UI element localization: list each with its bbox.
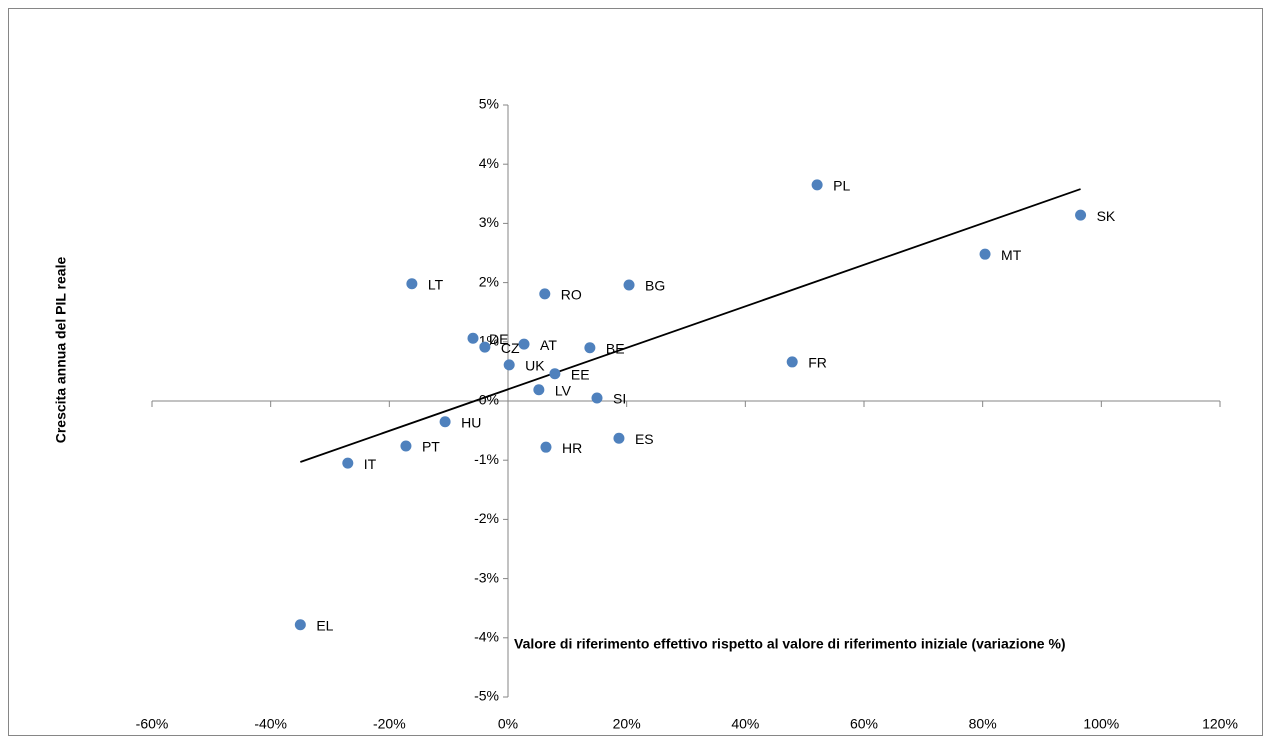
- point: [623, 279, 635, 291]
- y-tick-label: 4%: [479, 155, 499, 171]
- point: [342, 457, 354, 469]
- x-tick-label: 100%: [1083, 716, 1119, 732]
- point: [786, 356, 798, 368]
- point: [591, 392, 603, 404]
- y-axis-label: Crescita annua del PIL reale: [53, 257, 69, 444]
- point-label: AT: [540, 337, 557, 353]
- x-tick-label: 40%: [731, 716, 759, 732]
- point-label: RO: [561, 287, 582, 303]
- point-label: CZ: [501, 340, 520, 356]
- point: [613, 432, 625, 444]
- y-tick-label: 5%: [479, 96, 499, 112]
- point: [294, 619, 306, 631]
- y-tick-label: 2%: [479, 273, 499, 289]
- y-tick-label: 0%: [479, 392, 499, 408]
- y-tick-label: -4%: [474, 629, 499, 645]
- point-label: BE: [606, 340, 625, 356]
- x-tick-label: -40%: [254, 716, 287, 732]
- point-label: MT: [1001, 247, 1022, 263]
- x-tick-label: 120%: [1202, 716, 1238, 732]
- chart-border: [8, 8, 1263, 736]
- point-label: DE: [489, 331, 508, 347]
- point: [479, 341, 491, 353]
- point-label: ES: [635, 431, 654, 447]
- point: [1075, 209, 1087, 221]
- point: [467, 332, 479, 344]
- point: [503, 359, 515, 371]
- point-label: EL: [316, 617, 333, 633]
- point: [533, 384, 545, 396]
- y-tick-label: -2%: [474, 510, 499, 526]
- point: [400, 440, 412, 452]
- point-label: HR: [562, 440, 582, 456]
- point-label: EE: [571, 366, 590, 382]
- point: [979, 248, 991, 260]
- point: [584, 342, 596, 354]
- point: [439, 416, 451, 428]
- y-tick-label: -5%: [474, 688, 499, 704]
- point-label: SK: [1097, 208, 1116, 224]
- point-label: LV: [555, 382, 572, 398]
- point-label: IT: [364, 456, 377, 472]
- x-tick-label: 60%: [850, 716, 878, 732]
- point: [811, 179, 823, 191]
- point-label: PL: [833, 178, 850, 194]
- y-tick-label: 3%: [479, 214, 499, 230]
- trendline: [300, 188, 1081, 463]
- point: [549, 368, 561, 380]
- point-label: FR: [808, 355, 827, 371]
- x-tick-label: 80%: [969, 716, 997, 732]
- point: [540, 441, 552, 453]
- point: [518, 338, 530, 350]
- point-label: LT: [428, 276, 444, 292]
- x-tick-label: -60%: [136, 716, 169, 732]
- point-label: UK: [525, 358, 545, 374]
- x-axis-label: Valore di riferimento effettivo rispetto…: [514, 636, 1066, 652]
- y-tick-label: -1%: [474, 451, 499, 467]
- point: [539, 288, 551, 300]
- x-tick-label: 0%: [498, 716, 518, 732]
- x-tick-label: -20%: [373, 716, 406, 732]
- point-label: BG: [645, 278, 665, 294]
- point-label: SI: [613, 391, 626, 407]
- y-tick-label: -3%: [474, 569, 499, 585]
- x-tick-label: 20%: [613, 716, 641, 732]
- point-label: PT: [422, 439, 440, 455]
- point-label: HU: [461, 414, 481, 430]
- point: [406, 278, 418, 290]
